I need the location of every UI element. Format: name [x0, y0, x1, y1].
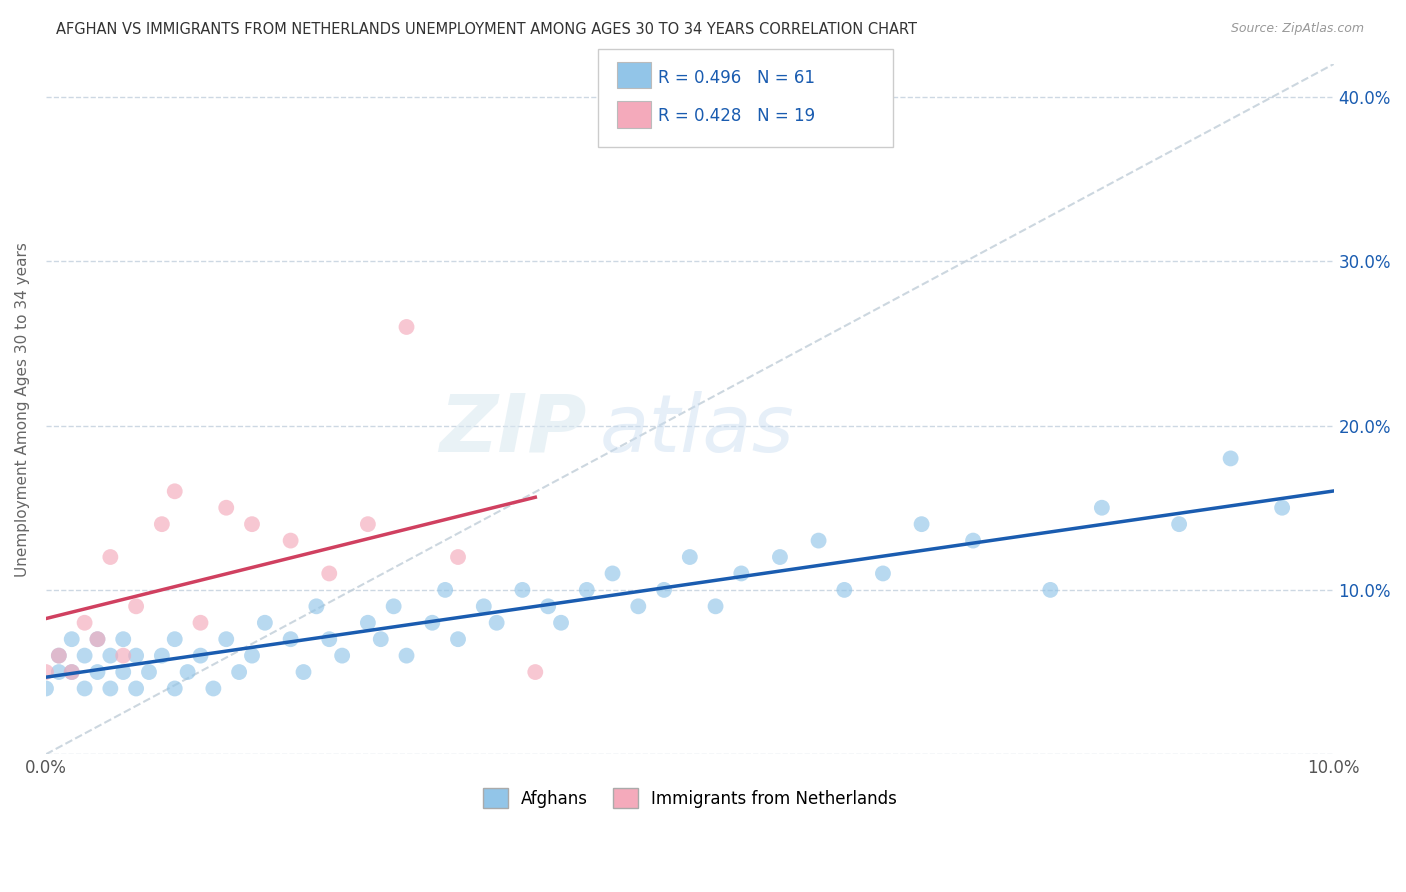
Point [1271, 500, 1294, 515]
Point [485, 615, 508, 630]
Point [575, 582, 598, 597]
Text: AFGHAN VS IMMIGRANTS FROM NETHERLANDS UNEMPLOYMENT AMONG AGES 30 TO 34 YEARS COR: AFGHAN VS IMMIGRANTS FROM NETHERLANDS UN… [56, 22, 917, 37]
Point [447, 549, 470, 564]
Point [962, 533, 984, 548]
Point [125, 648, 148, 663]
Point [872, 566, 894, 581]
Point [704, 599, 727, 614]
Point [357, 517, 380, 532]
Text: Source: ZipAtlas.com: Source: ZipAtlas.com [1230, 22, 1364, 36]
Point [163, 484, 186, 499]
Point [447, 632, 470, 647]
Point [215, 632, 238, 647]
Point [370, 632, 392, 647]
Legend: Afghans, Immigrants from Netherlands: Afghans, Immigrants from Netherlands [475, 781, 904, 815]
Point [48, 665, 70, 679]
Point [48, 648, 70, 663]
Point [86, 632, 108, 647]
Point [807, 533, 830, 548]
Point [150, 517, 173, 532]
Point [240, 517, 263, 532]
Point [125, 599, 148, 614]
Point [112, 665, 135, 679]
Point [382, 599, 405, 614]
Point [280, 632, 302, 647]
Point [240, 648, 263, 663]
Point [472, 599, 495, 614]
Point [550, 615, 572, 630]
Point [420, 615, 443, 630]
Point [305, 599, 328, 614]
Point [730, 566, 752, 581]
Point [150, 648, 173, 663]
Point [834, 582, 856, 597]
Point [524, 665, 547, 679]
Point [1168, 517, 1191, 532]
Point [176, 665, 198, 679]
Point [190, 648, 212, 663]
Point [1219, 451, 1241, 466]
Point [138, 665, 160, 679]
Point [73, 648, 96, 663]
Point [112, 648, 135, 663]
Point [512, 582, 534, 597]
Point [395, 648, 418, 663]
Point [318, 566, 340, 581]
Point [86, 632, 108, 647]
Point [395, 320, 418, 334]
Point [98, 648, 121, 663]
Text: R = 0.496   N = 61: R = 0.496 N = 61 [658, 70, 815, 87]
Point [602, 566, 624, 581]
Point [318, 632, 340, 647]
Point [292, 665, 315, 679]
Point [163, 681, 186, 696]
Point [434, 582, 457, 597]
Text: atlas: atlas [600, 391, 794, 469]
Point [202, 681, 225, 696]
Point [125, 681, 148, 696]
Point [280, 533, 302, 548]
Point [652, 582, 675, 597]
Point [228, 665, 250, 679]
Point [769, 549, 792, 564]
Point [60, 665, 83, 679]
Point [60, 632, 83, 647]
Point [190, 615, 212, 630]
Point [537, 599, 560, 614]
Text: ZIP: ZIP [440, 391, 586, 469]
Point [1039, 582, 1062, 597]
Point [679, 549, 702, 564]
Point [35, 681, 58, 696]
Point [73, 681, 96, 696]
Point [86, 665, 108, 679]
Point [215, 500, 238, 515]
Point [627, 599, 650, 614]
Text: R = 0.428   N = 19: R = 0.428 N = 19 [658, 107, 815, 125]
Point [330, 648, 353, 663]
Point [73, 615, 96, 630]
Point [98, 681, 121, 696]
Point [60, 665, 83, 679]
Point [253, 615, 276, 630]
Point [112, 632, 135, 647]
Point [1091, 500, 1114, 515]
Point [98, 549, 121, 564]
Point [48, 648, 70, 663]
Point [163, 632, 186, 647]
Y-axis label: Unemployment Among Ages 30 to 34 years: Unemployment Among Ages 30 to 34 years [15, 242, 30, 576]
Point [35, 665, 58, 679]
Point [910, 517, 932, 532]
Point [357, 615, 380, 630]
